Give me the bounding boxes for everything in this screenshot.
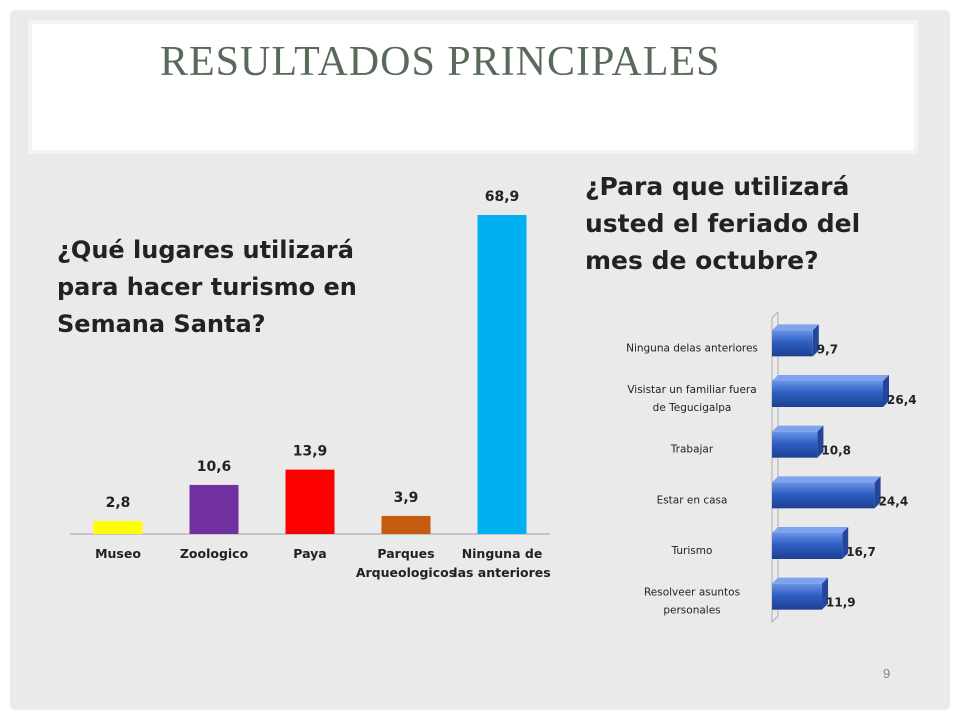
bar-end-face: [883, 375, 889, 407]
category-label: Ninguna delas anteriores: [626, 342, 758, 354]
bar-top-face: [772, 527, 849, 533]
slide-title: RESULTADOS PRINCIPALES: [160, 39, 721, 85]
bar: [772, 533, 843, 559]
bar-value-label: 9,7: [817, 342, 838, 356]
bar-top-face: [772, 425, 824, 432]
bar: [477, 215, 527, 534]
bar-end-face: [817, 425, 824, 458]
bar-value-label: 3,9: [394, 490, 419, 506]
bar-end-face: [812, 324, 819, 357]
bar: [189, 484, 239, 534]
bar-top-face: [772, 375, 889, 381]
category-label: Museo: [95, 546, 141, 561]
bar-value-label: 10,8: [821, 444, 851, 458]
bar: [381, 515, 431, 534]
bar-value-label: 11,9: [826, 596, 856, 610]
question-semana-santa: ¿Qué lugares utilizará para hacer turism…: [57, 236, 357, 338]
bar-value-label: 24,4: [879, 494, 909, 508]
bar-value-label: 2,8: [106, 495, 131, 511]
y-axis-wall: [771, 311, 779, 624]
bar: [772, 583, 823, 610]
bar: [285, 469, 335, 534]
category-label: Ninguna de: [462, 546, 543, 561]
category-label: Estar en casa: [657, 494, 728, 506]
bar-end-face: [842, 527, 849, 559]
title-box: RESULTADOS PRINCIPALES: [28, 20, 918, 154]
category-label: Parques: [377, 546, 434, 561]
category-label: Paya: [293, 546, 326, 561]
category-label: Arqueologicos: [356, 565, 456, 580]
bar: [772, 431, 818, 458]
category-label: Visistar un familiar fuera: [627, 384, 756, 396]
category-label: las anteriores: [453, 565, 550, 580]
bar-value-label: 16,7: [846, 545, 876, 559]
bar: [93, 521, 143, 534]
category-label: Turismo: [671, 545, 713, 557]
category-label: Zoologico: [180, 546, 249, 561]
bar: [772, 482, 875, 509]
bar: [772, 381, 883, 407]
bar-top-face: [772, 324, 819, 331]
bar-top-face: [772, 577, 829, 584]
bar-end-face: [822, 577, 829, 610]
category-label: Resolveer asuntos: [644, 587, 740, 599]
bar-value-label: 68,9: [485, 189, 520, 205]
question-feriado-octubre: ¿Para que utilizará usted el feriado del…: [585, 172, 861, 275]
bar-end-face: [874, 476, 881, 509]
category-label: personales: [663, 605, 720, 617]
bar-value-label: 10,6: [197, 459, 232, 475]
bar: [772, 330, 813, 357]
page-number: 9: [883, 666, 891, 681]
bar-value-label: 26,4: [887, 393, 917, 407]
category-label: Trabajar: [670, 444, 714, 456]
bar-top-face: [772, 476, 881, 483]
bar-value-label: 13,9: [293, 444, 328, 460]
category-label: de Tegucigalpa: [653, 402, 732, 414]
